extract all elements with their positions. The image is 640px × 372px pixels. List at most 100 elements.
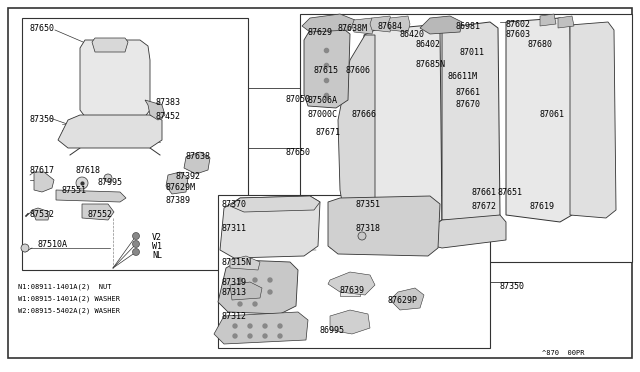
Text: 87671: 87671 <box>315 128 340 137</box>
Circle shape <box>248 334 252 338</box>
Circle shape <box>263 324 267 328</box>
Text: 87452: 87452 <box>155 112 180 121</box>
Polygon shape <box>58 115 162 148</box>
Polygon shape <box>364 25 442 228</box>
Polygon shape <box>540 14 556 26</box>
Polygon shape <box>218 260 298 314</box>
Text: 87629P: 87629P <box>388 296 418 305</box>
Circle shape <box>233 324 237 328</box>
Circle shape <box>104 174 112 182</box>
Polygon shape <box>570 22 616 218</box>
Text: 87011: 87011 <box>460 48 485 57</box>
Text: 87313: 87313 <box>222 288 247 297</box>
Text: N1:08911-1401A(2)  NUT: N1:08911-1401A(2) NUT <box>18 283 111 289</box>
Text: W1: W1 <box>152 242 162 251</box>
Polygon shape <box>220 196 320 258</box>
Text: 87680: 87680 <box>528 40 553 49</box>
Text: 86995: 86995 <box>320 326 345 335</box>
Polygon shape <box>442 22 500 222</box>
Polygon shape <box>230 256 260 270</box>
Text: 86420: 86420 <box>400 30 425 39</box>
Circle shape <box>132 241 140 247</box>
Circle shape <box>76 177 88 189</box>
Circle shape <box>248 324 252 328</box>
Polygon shape <box>328 272 375 295</box>
Polygon shape <box>34 172 54 192</box>
Text: ^870  00PR: ^870 00PR <box>542 350 584 356</box>
Text: 87650: 87650 <box>30 24 55 33</box>
Text: 86981: 86981 <box>456 22 481 31</box>
Text: 87315N: 87315N <box>222 258 252 267</box>
Text: 87666: 87666 <box>352 110 377 119</box>
Text: 87311: 87311 <box>222 224 247 233</box>
Polygon shape <box>184 152 210 174</box>
Text: 87638M: 87638M <box>338 24 368 33</box>
Text: 87684: 87684 <box>378 22 403 31</box>
Text: W2:08915-5402A(2) WASHER: W2:08915-5402A(2) WASHER <box>18 307 120 314</box>
Text: 87651: 87651 <box>498 188 523 197</box>
Circle shape <box>263 334 267 338</box>
Text: 87685N: 87685N <box>415 60 445 69</box>
Polygon shape <box>352 18 374 34</box>
Circle shape <box>238 278 242 282</box>
Polygon shape <box>56 190 126 202</box>
Text: 87629M: 87629M <box>165 183 195 192</box>
Circle shape <box>132 248 140 256</box>
Text: 87383: 87383 <box>155 98 180 107</box>
Polygon shape <box>558 16 574 28</box>
Text: 87995: 87995 <box>98 178 123 187</box>
Text: 87617: 87617 <box>30 166 55 175</box>
Polygon shape <box>92 38 128 52</box>
Circle shape <box>358 232 366 240</box>
Bar <box>22 18 248 270</box>
Text: 87551: 87551 <box>62 186 87 195</box>
Polygon shape <box>230 282 262 300</box>
Circle shape <box>238 290 242 294</box>
Circle shape <box>238 302 242 306</box>
Polygon shape <box>32 208 50 220</box>
Text: 87629: 87629 <box>308 28 333 37</box>
Text: 87312: 87312 <box>222 312 247 321</box>
Polygon shape <box>82 204 114 220</box>
Polygon shape <box>145 100 165 120</box>
Text: 87351: 87351 <box>356 200 381 209</box>
Text: 87672: 87672 <box>472 202 497 211</box>
Text: W1:08915-1401A(2) WASHER: W1:08915-1401A(2) WASHER <box>18 295 120 301</box>
Text: 87350: 87350 <box>30 115 55 124</box>
Polygon shape <box>214 312 308 344</box>
Text: 87061: 87061 <box>540 110 565 119</box>
Text: NL: NL <box>152 251 162 260</box>
Polygon shape <box>370 16 392 32</box>
Bar <box>300 14 632 262</box>
Text: 87392: 87392 <box>175 172 200 181</box>
Text: 87506A: 87506A <box>308 96 338 105</box>
Text: 87000C: 87000C <box>308 110 338 119</box>
Circle shape <box>268 278 272 282</box>
Text: 87661: 87661 <box>455 88 480 97</box>
Text: 87618: 87618 <box>75 166 100 175</box>
Text: 87602: 87602 <box>506 20 531 29</box>
Text: 87606: 87606 <box>346 66 371 75</box>
Circle shape <box>253 302 257 306</box>
Polygon shape <box>302 14 355 32</box>
Text: 87638: 87638 <box>185 152 210 161</box>
Polygon shape <box>506 18 572 222</box>
Text: 87615: 87615 <box>313 66 338 75</box>
Circle shape <box>278 334 282 338</box>
Circle shape <box>233 334 237 338</box>
Circle shape <box>268 290 272 294</box>
Text: 87650: 87650 <box>286 148 311 157</box>
Polygon shape <box>420 16 462 34</box>
Polygon shape <box>330 310 370 334</box>
Polygon shape <box>390 288 424 310</box>
Text: 86402: 86402 <box>415 40 440 49</box>
Polygon shape <box>430 215 506 248</box>
Circle shape <box>132 232 140 240</box>
Text: 87639: 87639 <box>340 286 365 295</box>
Text: 87350: 87350 <box>500 282 525 291</box>
Polygon shape <box>328 196 440 256</box>
Polygon shape <box>230 196 320 212</box>
Text: 87318: 87318 <box>356 224 381 233</box>
Text: 87670: 87670 <box>455 100 480 109</box>
Text: 87510A: 87510A <box>38 240 68 249</box>
